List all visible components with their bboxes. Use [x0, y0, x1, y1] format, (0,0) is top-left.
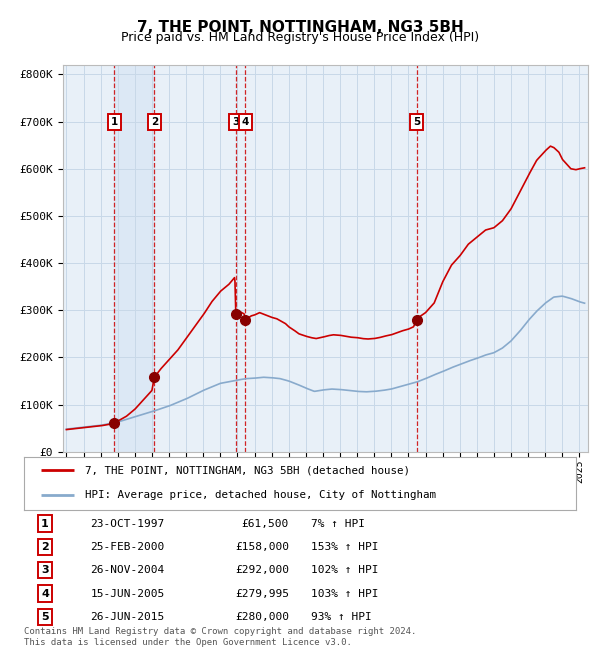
Text: £292,000: £292,000	[235, 566, 289, 575]
Text: 25-FEB-2000: 25-FEB-2000	[90, 542, 164, 552]
Text: 3: 3	[232, 116, 239, 127]
Text: £279,995: £279,995	[235, 588, 289, 599]
Text: 103% ↑ HPI: 103% ↑ HPI	[311, 588, 379, 599]
Text: HPI: Average price, detached house, City of Nottingham: HPI: Average price, detached house, City…	[85, 490, 436, 501]
Text: 1: 1	[41, 519, 49, 528]
Text: £280,000: £280,000	[235, 612, 289, 622]
Text: 26-JUN-2015: 26-JUN-2015	[90, 612, 164, 622]
Text: 5: 5	[41, 612, 49, 622]
Bar	[115, 65, 154, 452]
Text: £158,000: £158,000	[235, 542, 289, 552]
Text: 15-JUN-2005: 15-JUN-2005	[90, 588, 164, 599]
Text: 4: 4	[242, 116, 249, 127]
Text: 4: 4	[41, 588, 49, 599]
Text: Contains HM Land Registry data © Crown copyright and database right 2024.
This d: Contains HM Land Registry data © Crown c…	[24, 627, 416, 647]
Text: 3: 3	[41, 566, 49, 575]
Text: 1: 1	[111, 116, 118, 127]
Text: £61,500: £61,500	[242, 519, 289, 528]
Text: Price paid vs. HM Land Registry's House Price Index (HPI): Price paid vs. HM Land Registry's House …	[121, 31, 479, 44]
Text: 23-OCT-1997: 23-OCT-1997	[90, 519, 164, 528]
Text: 2: 2	[41, 542, 49, 552]
Text: 7% ↑ HPI: 7% ↑ HPI	[311, 519, 365, 528]
Text: 26-NOV-2004: 26-NOV-2004	[90, 566, 164, 575]
Text: 102% ↑ HPI: 102% ↑ HPI	[311, 566, 379, 575]
Text: 153% ↑ HPI: 153% ↑ HPI	[311, 542, 379, 552]
Text: 7, THE POINT, NOTTINGHAM, NG3 5BH: 7, THE POINT, NOTTINGHAM, NG3 5BH	[137, 20, 463, 34]
Text: 93% ↑ HPI: 93% ↑ HPI	[311, 612, 372, 622]
Text: 5: 5	[413, 116, 421, 127]
Text: 2: 2	[151, 116, 158, 127]
Text: 7, THE POINT, NOTTINGHAM, NG3 5BH (detached house): 7, THE POINT, NOTTINGHAM, NG3 5BH (detac…	[85, 465, 410, 475]
